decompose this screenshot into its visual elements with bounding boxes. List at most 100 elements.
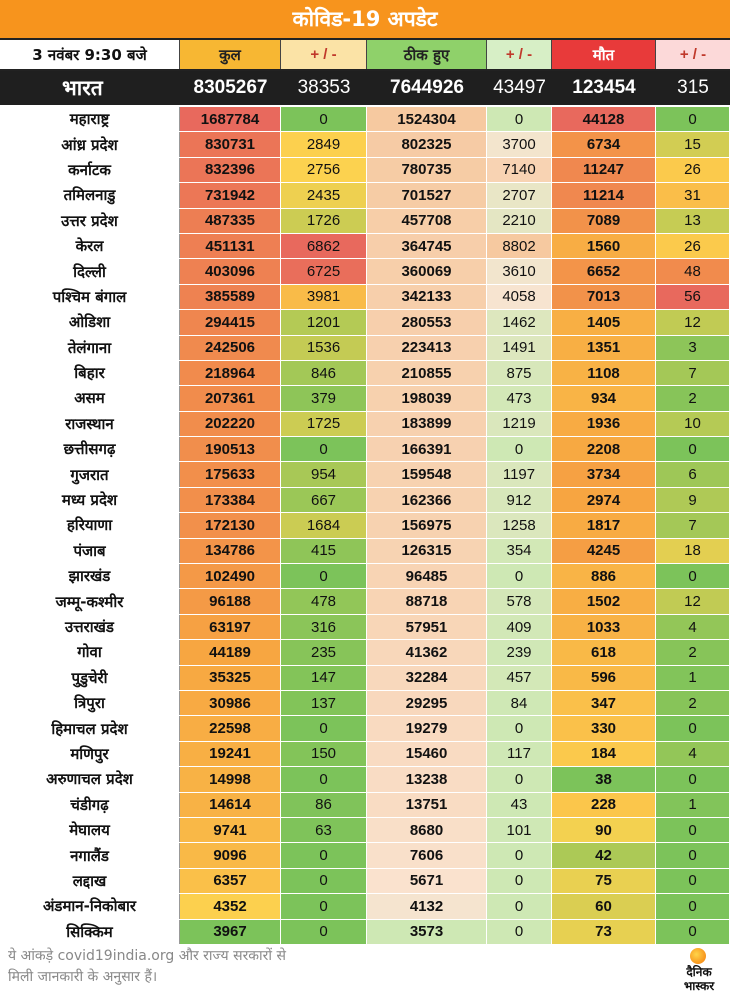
recovered-cell: 126315 [367,538,487,564]
total-header: कुल [180,40,281,69]
state-name-cell: अरुणाचल प्रदेश [0,767,180,792]
table-row: मणिपुर 19241 150 15460 117 184 4 [0,741,730,768]
recovered-change-cell: 354 [487,538,552,564]
state-name-cell: चंडीगढ़ [0,792,180,817]
state-name-cell: पंजाब [0,538,180,564]
state-name-cell: महाराष्ट्र [0,107,180,132]
state-name-cell: ओडिशा [0,310,180,335]
state-name-cell: गुजरात [0,462,180,487]
deaths-change-cell: 1 [656,665,730,690]
recovered-change-cell: 84 [487,690,552,716]
recovered-change-cell: 1462 [487,310,552,335]
recovered-cell: 8680 [367,817,487,843]
recovered-cell: 15460 [367,741,487,767]
recovered-cell: 183899 [367,411,487,437]
recovered-cell: 13238 [367,767,487,792]
deaths-change-cell: 1 [656,792,730,817]
state-name-cell: बिहार [0,360,180,386]
india-deaths-change: 315 [677,77,709,98]
recovered-change-cell: 2707 [487,183,552,208]
deaths-change-cell: 0 [656,843,730,868]
source-note: ये आंकड़े covid19india.org और राज्य सरका… [8,946,388,988]
total-cases-cell: 207361 [180,386,281,411]
deaths-cell: 1405 [552,310,656,335]
deaths-header: मौत [552,40,656,69]
recovered-change-cell: 912 [487,487,552,513]
deaths-cell: 44128 [552,107,656,132]
deaths-cell: 228 [552,792,656,817]
total-cases-cell: 30986 [180,690,281,716]
total-cases-cell: 385589 [180,284,281,310]
recovered-change-cell: 0 [487,564,552,589]
state-name-cell: मेघालय [0,817,180,843]
recovered-change-cell: 7140 [487,157,552,183]
page-title: कोविड-19 अपडेट [292,7,438,31]
table-row: तेलंगाना 242506 1536 223413 1491 1351 3 [0,335,730,361]
deaths-cell: 934 [552,386,656,411]
total-change-cell: 846 [281,360,367,386]
deaths-cell: 596 [552,665,656,690]
recovered-change-cell: 3610 [487,259,552,284]
deaths-change-cell: 2 [656,386,730,411]
recovered-cell: 29295 [367,690,487,716]
recovered-change-cell: 1197 [487,462,552,487]
recovered-change-cell: 0 [487,716,552,741]
table-row: उत्तराखंड 63197 316 57951 409 1033 4 [0,614,730,641]
recovered-cell: 32284 [367,665,487,690]
total-cases-cell: 403096 [180,259,281,284]
total-cases-cell: 9741 [180,817,281,843]
total-change-cell: 0 [281,894,367,919]
deaths-cell: 7013 [552,284,656,310]
state-name-cell: मणिपुर [0,741,180,767]
total-change-cell: 6725 [281,259,367,284]
total-change-cell: 0 [281,919,367,944]
deaths-cell: 75 [552,868,656,894]
table-row: त्रिपुरा 30986 137 29295 84 347 2 [0,690,730,717]
deaths-cell: 1033 [552,614,656,640]
table-row: गुजरात 175633 954 159548 1197 3734 6 [0,462,730,488]
total-change-cell: 0 [281,437,367,462]
total-change-cell: 86 [281,792,367,817]
deaths-change-cell: 6 [656,462,730,487]
deaths-cell: 1351 [552,335,656,360]
india-deaths: 123454 [572,77,636,98]
recovered-change-cell: 2210 [487,208,552,233]
recovered-cell: 159548 [367,462,487,487]
recovered-cell: 96485 [367,564,487,589]
recovered-change-cell: 0 [487,868,552,894]
table-row: सिक्किम 3967 0 3573 0 73 0 [0,919,730,945]
total-change-cell: 235 [281,640,367,665]
state-name-cell: मध्य प्रदेश [0,487,180,513]
recovered-change-cell: 0 [487,437,552,462]
recovered-change-cell: 875 [487,360,552,386]
total-change-cell: 1726 [281,208,367,233]
total-change-cell: 316 [281,614,367,640]
recovered-change-cell: 8802 [487,233,552,259]
recovered-change-cell: 1219 [487,411,552,437]
state-name-cell: दिल्ली [0,259,180,284]
total-cases-cell: 4352 [180,894,281,919]
deaths-change-cell: 0 [656,919,730,944]
recovered-change-cell: 1258 [487,513,552,538]
recovered-change-cell: 1491 [487,335,552,360]
deaths-change-cell: 0 [656,767,730,792]
deaths-cell: 886 [552,564,656,589]
total-cases-cell: 3967 [180,919,281,944]
total-change-cell: 1536 [281,335,367,360]
deaths-change-cell: 18 [656,538,730,564]
table-row: उत्तर प्रदेश 487335 1726 457708 2210 7089 13 [0,208,730,234]
sun-icon [690,948,706,964]
total-cases-cell: 19241 [180,741,281,767]
table-row: कर्नाटक 832396 2756 780735 7140 11247 26 [0,157,730,184]
source-note-line-1: ये आंकड़े covid19india.org और राज्य सरका… [8,948,286,964]
recovered-change-header: + / - [487,40,552,69]
total-cases-cell: 830731 [180,132,281,157]
deaths-change-cell: 31 [656,183,730,208]
recovered-cell: 4132 [367,894,487,919]
deaths-change-cell: 2 [656,690,730,716]
table-row: आंध्र प्रदेश 830731 2849 802325 3700 6734 15 [0,132,730,158]
recovered-change-cell: 0 [487,894,552,919]
deaths-cell: 1108 [552,360,656,386]
state-name-cell: अंडमान-निकोबार [0,894,180,919]
table-row: पुडुचेरी 35325 147 32284 457 596 1 [0,665,730,691]
